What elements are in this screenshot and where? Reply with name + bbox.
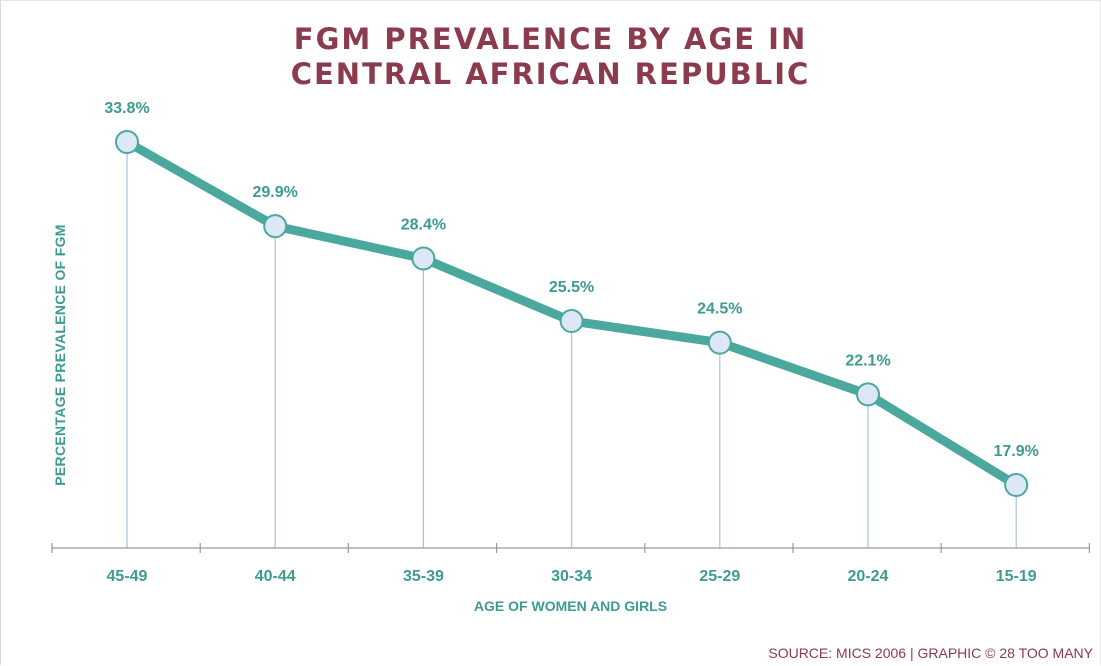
data-label: 29.9% xyxy=(253,184,298,201)
data-label: 24.5% xyxy=(697,301,742,318)
chart-title: FGM PREVALENCE BY AGE IN CENTRAL AFRICAN… xyxy=(0,22,1101,92)
x-tick-label: 35-39 xyxy=(403,568,444,585)
data-point xyxy=(707,330,732,355)
data-point xyxy=(263,214,288,239)
x-tick-label: 25-29 xyxy=(699,568,740,585)
x-tick-label: 20-24 xyxy=(848,568,889,585)
data-label: 17.9% xyxy=(994,443,1039,460)
x-tick-label: 30-34 xyxy=(551,568,592,585)
data-point xyxy=(1004,473,1029,497)
source-credit: SOURCE: MICS 2006 | GRAPHIC © 28 TOO MAN… xyxy=(768,645,1093,661)
data-point xyxy=(559,309,584,334)
x-axis xyxy=(51,543,1091,553)
drop-lines xyxy=(126,142,1017,548)
data-point xyxy=(411,246,436,271)
data-markers xyxy=(115,130,1029,497)
x-tick-label: 40-44 xyxy=(255,568,296,585)
chart-title-line-1: FGM PREVALENCE BY AGE IN xyxy=(293,22,808,56)
y-axis-label: PERCENTAGE PREVALENCE OF FGM xyxy=(52,224,68,486)
data-labels: 33.8% 29.9% 28.4% 25.5% 24.5% 22.1% 17.9% xyxy=(104,100,1039,460)
chart-title-line-2: CENTRAL AFRICAN REPUBLIC xyxy=(290,57,811,91)
data-label: 25.5% xyxy=(549,279,594,296)
x-tick-label: 45-49 xyxy=(107,568,148,585)
data-label: 28.4% xyxy=(401,216,446,233)
x-tick-label: 15-19 xyxy=(996,568,1037,585)
data-point xyxy=(115,130,139,154)
data-label: 22.1% xyxy=(845,352,890,369)
data-label: 33.8% xyxy=(104,100,149,117)
data-point xyxy=(856,382,880,407)
x-tick-labels: 45-49 40-44 35-39 30-34 25-29 20-24 15-19 xyxy=(107,568,1037,585)
x-axis-label: AGE OF WOMEN AND GIRLS xyxy=(473,598,668,614)
